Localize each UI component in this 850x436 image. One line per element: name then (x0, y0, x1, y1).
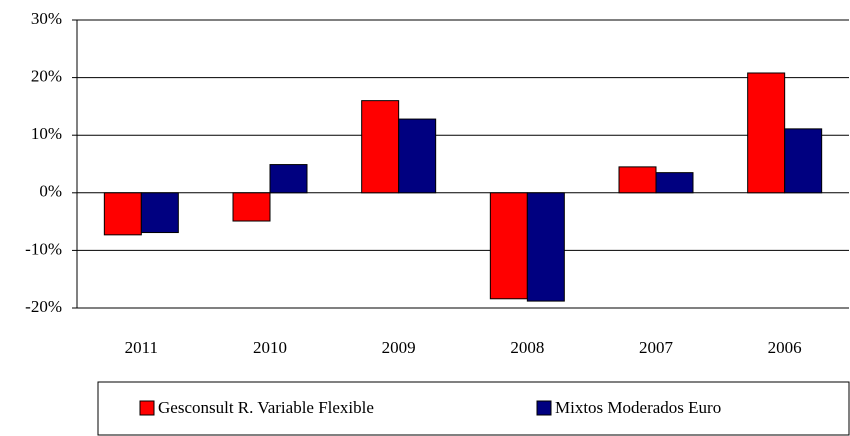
x-tick-label: 2010 (253, 338, 287, 357)
legend-swatch (139, 400, 155, 416)
legend-label: Mixtos Moderados Euro (555, 398, 721, 417)
x-tick-label: 2007 (639, 338, 674, 357)
x-tick-label: 2011 (125, 338, 158, 357)
x-tick-label: 2006 (768, 338, 802, 357)
bar (269, 164, 308, 194)
bar (784, 128, 823, 194)
bar (140, 192, 179, 234)
y-tick-label: 10% (31, 124, 62, 143)
bar (655, 172, 694, 194)
bar (232, 192, 271, 222)
y-tick-label: -10% (25, 239, 62, 258)
y-tick-label: -20% (25, 297, 62, 316)
y-tick-label: 20% (31, 67, 62, 86)
bar (526, 192, 565, 302)
bar (361, 100, 400, 194)
bar (618, 166, 657, 194)
y-tick-label: 0% (39, 182, 62, 201)
bar (489, 192, 528, 300)
legend-label: Gesconsult R. Variable Flexible (158, 398, 374, 417)
legend-swatch (536, 400, 552, 416)
x-tick-label: 2008 (510, 338, 544, 357)
y-tick-label: 30% (31, 9, 62, 28)
legend-box (97, 381, 850, 436)
bar (103, 192, 142, 236)
x-tick-label: 2009 (382, 338, 416, 357)
bar (747, 72, 786, 194)
bar (398, 118, 437, 194)
